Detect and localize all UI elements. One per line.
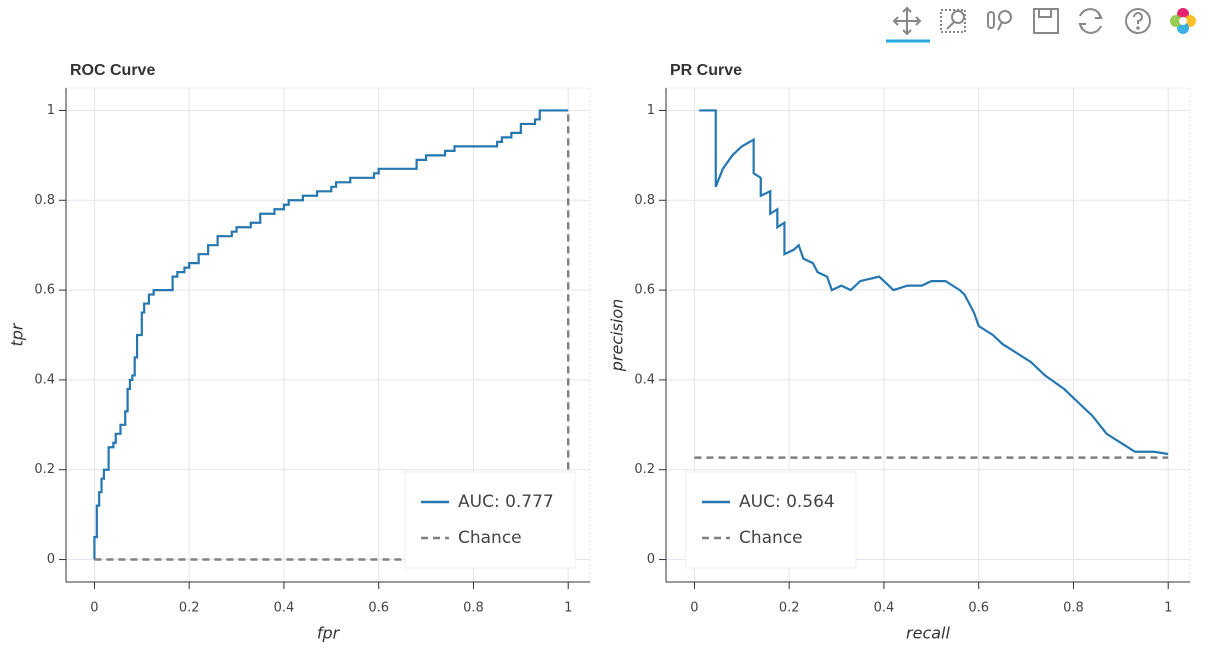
- box-zoom-tool[interactable]: [940, 9, 966, 33]
- chart: ROC Curve 0 0.2 0.4 0.6 0.8 1 0 0.2 0.4 0.6 0.8 1 fpr…: [8, 62, 591, 643]
- legend-box: [404, 471, 576, 569]
- legend: AUC: 0.777 Chance: [404, 471, 576, 569]
- y-tick-label: 0.6: [634, 283, 655, 298]
- pan-tool[interactable]: [886, 6, 930, 43]
- x-tick-label: 0.8: [1063, 601, 1084, 616]
- help-tool[interactable]: [1125, 8, 1151, 34]
- wheel-zoom-tool[interactable]: [987, 10, 1012, 31]
- y-tick-label: 0.6: [34, 283, 55, 298]
- x-axis-label: fpr: [317, 624, 341, 643]
- chart-title: ROC Curve: [70, 62, 155, 79]
- save-tool[interactable]: [1033, 8, 1059, 34]
- y-tick-label: 0.8: [634, 193, 655, 208]
- x-axis-label: recall: [906, 624, 950, 643]
- x-tick-label: 0.6: [968, 601, 989, 616]
- legend-label: AUC: 0.777: [458, 492, 554, 512]
- series-line: [699, 109, 1169, 456]
- x-tick-label: 0.6: [368, 601, 389, 616]
- chart-title: PR Curve: [670, 62, 742, 79]
- x-tick-label: 0.8: [463, 601, 484, 616]
- y-tick-label: 1: [647, 103, 655, 118]
- x-tick-label: 0: [90, 601, 98, 616]
- x-tick-label: 0.4: [274, 601, 295, 616]
- reset-tool[interactable]: [1078, 8, 1103, 34]
- bokeh-logo[interactable]: [1170, 8, 1196, 34]
- x-tick-label: 0.2: [179, 601, 200, 616]
- y-tick-label: 0: [47, 552, 55, 567]
- legend-label: Chance: [458, 528, 522, 548]
- legend: AUC: 0.564 Chance: [685, 471, 857, 569]
- y-tick-label: 1: [47, 103, 55, 118]
- y-axis-label: tpr: [8, 322, 27, 346]
- y-tick-label: 0.4: [634, 372, 655, 387]
- y-axis-label: precision: [608, 299, 627, 373]
- y-tick-label: 0.8: [34, 193, 55, 208]
- x-tick-label: 0: [690, 601, 698, 616]
- chart: PR Curve 0 0.2 0.4 0.6 0.8 1 0 0.2 0.4 0.6 0.8 1 reca…: [608, 62, 1191, 643]
- y-tick-label: 0.2: [34, 462, 55, 477]
- toolbar: [886, 6, 1196, 43]
- x-tick-label: 1: [564, 601, 572, 616]
- x-tick-label: 0.2: [779, 601, 800, 616]
- legend-label: Chance: [739, 528, 803, 548]
- y-tick-label: 0: [647, 552, 655, 567]
- series-line: [93, 109, 569, 560]
- legend-box: [685, 471, 857, 569]
- x-tick-label: 0.4: [874, 601, 895, 616]
- legend-label: AUC: 0.564: [739, 492, 835, 512]
- y-tick-label: 0.2: [634, 462, 655, 477]
- x-tick-label: 1: [1164, 601, 1172, 616]
- y-tick-label: 0.4: [34, 372, 55, 387]
